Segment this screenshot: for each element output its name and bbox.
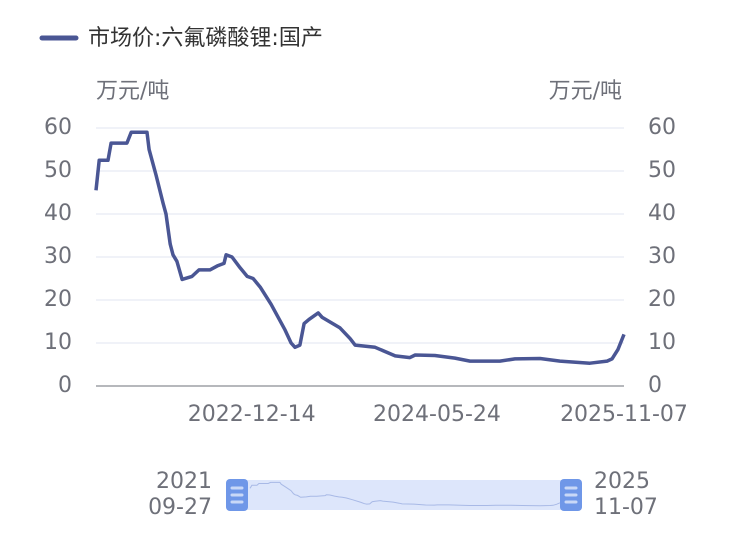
- y2-tick-label: 20: [648, 287, 676, 312]
- datazoom-start-label: 2021: [156, 469, 212, 494]
- y2-tick-label: 50: [648, 158, 676, 183]
- y2-tick-label: 40: [648, 201, 676, 226]
- y-tick-label: 40: [44, 201, 72, 226]
- y-tick-label: 20: [44, 287, 72, 312]
- series-line: [94, 130, 626, 365]
- y-axis-unit: 万元/吨: [96, 79, 169, 104]
- datazoom-end-label: 2025: [594, 469, 650, 494]
- datazoom-start-label: 09-27: [148, 495, 212, 520]
- y2-tick-label: 0: [648, 373, 662, 398]
- datazoom-end-label: 11-07: [594, 495, 658, 520]
- y2-tick-label: 30: [648, 244, 676, 269]
- y-tick-label: 50: [44, 158, 72, 183]
- y2-tick-label: 10: [648, 330, 676, 355]
- x-tick-label: 2025-11-07: [560, 402, 688, 427]
- x-tick-label: 2022-12-14: [188, 402, 316, 427]
- datazoom-preview: [249, 481, 561, 507]
- y-tick-label: 10: [44, 330, 72, 355]
- y2-axis-unit: 万元/吨: [549, 79, 622, 104]
- y-tick-label: 0: [58, 373, 72, 398]
- y-tick-label: 30: [44, 244, 72, 269]
- y2-tick-label: 60: [648, 115, 676, 140]
- x-tick-label: 2024-05-24: [373, 402, 501, 427]
- y-tick-label: 60: [44, 115, 72, 140]
- legend-label[interactable]: 市场价:六氟磷酸锂:国产: [88, 26, 323, 51]
